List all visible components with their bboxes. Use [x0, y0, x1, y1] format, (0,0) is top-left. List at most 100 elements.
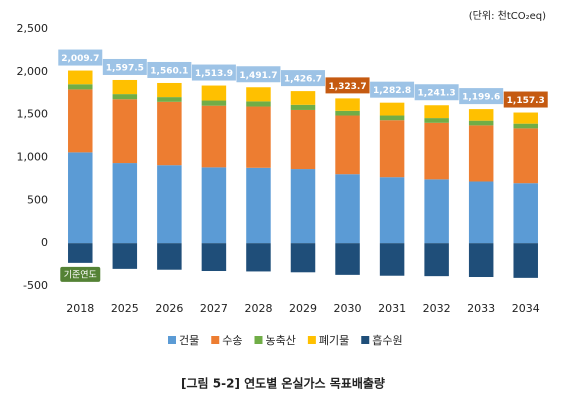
base-year-label: 기준연도: [64, 269, 97, 280]
bar-segment: [379, 115, 405, 121]
annotation: 1,199.6: [462, 93, 500, 103]
x-tick-label: 2026: [155, 302, 183, 315]
x-tick-label: 2028: [244, 302, 272, 315]
bar-segment: [246, 243, 271, 272]
annotation-box: [281, 70, 325, 87]
bar-segment: [157, 165, 182, 244]
bar-segment: [335, 115, 360, 175]
x-tick-label: 2030: [334, 302, 362, 315]
annotation: 1,241.3: [418, 89, 456, 99]
unit-note: (단위: 천tCO₂eq): [469, 9, 546, 22]
annotation-box: [102, 58, 147, 75]
bar-segment: [468, 181, 494, 244]
bar-segment: [335, 243, 360, 275]
annotation: 1,282.8: [373, 86, 411, 96]
bar-segment: [112, 94, 138, 100]
bar-segment: [513, 243, 538, 278]
bar-segment: [112, 163, 138, 244]
bar-segment: [513, 183, 538, 244]
bar-segment: [246, 87, 271, 102]
annotation-box: [236, 66, 281, 83]
bar-segment: [424, 122, 449, 180]
x-tick-label: 2032: [423, 302, 451, 315]
bar-segment: [201, 105, 227, 168]
x-tick-label: 2034: [512, 302, 540, 315]
legend-swatch: [211, 336, 220, 344]
bar-segment: [468, 243, 494, 278]
caption: [그림 5-2] 연도별 온실가스 목표배출량: [181, 376, 385, 391]
annotation-box: [414, 84, 459, 101]
annotation: 1,491.7: [239, 71, 277, 81]
bar-segment: [290, 91, 316, 105]
bar-segment: [468, 120, 494, 126]
annotation: 1,323.7: [328, 82, 366, 92]
annotation: 1,597.5: [106, 63, 144, 73]
bar-segment: [112, 243, 138, 269]
bar-segment: [513, 128, 538, 184]
y-tick-label: 2,500: [17, 22, 49, 35]
bar-segment: [513, 123, 538, 129]
legend-label: 건물: [179, 334, 199, 347]
bar-segment: [201, 167, 227, 244]
bar-segment: [290, 169, 316, 244]
bar-segment: [335, 98, 360, 111]
bar-segment: [157, 243, 182, 270]
annotation: 1,426.7: [284, 75, 322, 85]
bar-segment: [201, 100, 227, 106]
bar-segment: [424, 243, 449, 277]
annotation-box: [370, 81, 415, 98]
legend-swatch: [307, 336, 316, 344]
bar-segment: [68, 70, 93, 85]
bar-segment: [379, 102, 405, 116]
legend-label: 수송: [222, 334, 242, 347]
annotation-box: [459, 88, 504, 105]
bar-segment: [290, 109, 316, 170]
legend-label: 흡수원: [372, 333, 402, 347]
bar-segment: [468, 109, 494, 121]
bar-segment: [112, 99, 138, 164]
bar-segment: [424, 105, 449, 119]
bar-segment: [246, 101, 271, 107]
base-year-box: [60, 266, 101, 282]
bar-segment: [379, 177, 405, 244]
legend-swatch: [254, 336, 263, 344]
x-tick-label: 2018: [66, 302, 94, 315]
y-tick-label: 500: [27, 193, 48, 206]
bar-segment: [335, 174, 360, 244]
bar-segment: [68, 243, 93, 263]
bar-segment: [157, 82, 182, 98]
bar-segment: [68, 89, 93, 153]
bar-segment: [290, 104, 316, 110]
y-tick-label: 2,000: [17, 65, 49, 78]
y-tick-label: 0: [41, 236, 48, 249]
bar-segment: [290, 243, 316, 273]
annotation-box: [191, 64, 236, 81]
legend-swatch: [168, 336, 176, 344]
bar-segment: [335, 110, 360, 116]
bar-segment: [379, 243, 405, 276]
annotation-box: [147, 61, 192, 78]
bar-segment: [424, 118, 449, 123]
y-tick-label: 1,000: [17, 151, 49, 164]
legend-swatch: [361, 336, 370, 344]
bar-segment: [379, 120, 405, 178]
legend-label: 농축산: [266, 334, 296, 347]
x-tick-label: 2033: [467, 302, 495, 315]
bar-segment: [246, 167, 271, 244]
bar-segment: [157, 97, 182, 102]
bar-segment: [157, 101, 182, 166]
annotation: 1,157.3: [507, 96, 545, 106]
y-tick-label: -500: [23, 279, 48, 292]
x-tick-label: 2029: [289, 302, 317, 315]
annotation: 1,560.1: [150, 66, 188, 76]
bar-segment: [424, 179, 449, 244]
y-tick-label: 1,500: [17, 108, 49, 121]
annotation: 1,513.9: [195, 69, 233, 79]
bar-segment: [68, 152, 93, 244]
bar-segment: [68, 84, 93, 90]
bar-segment: [201, 243, 227, 272]
annotation: 2,009.7: [61, 54, 99, 64]
legend-label: 폐기물: [319, 334, 349, 347]
